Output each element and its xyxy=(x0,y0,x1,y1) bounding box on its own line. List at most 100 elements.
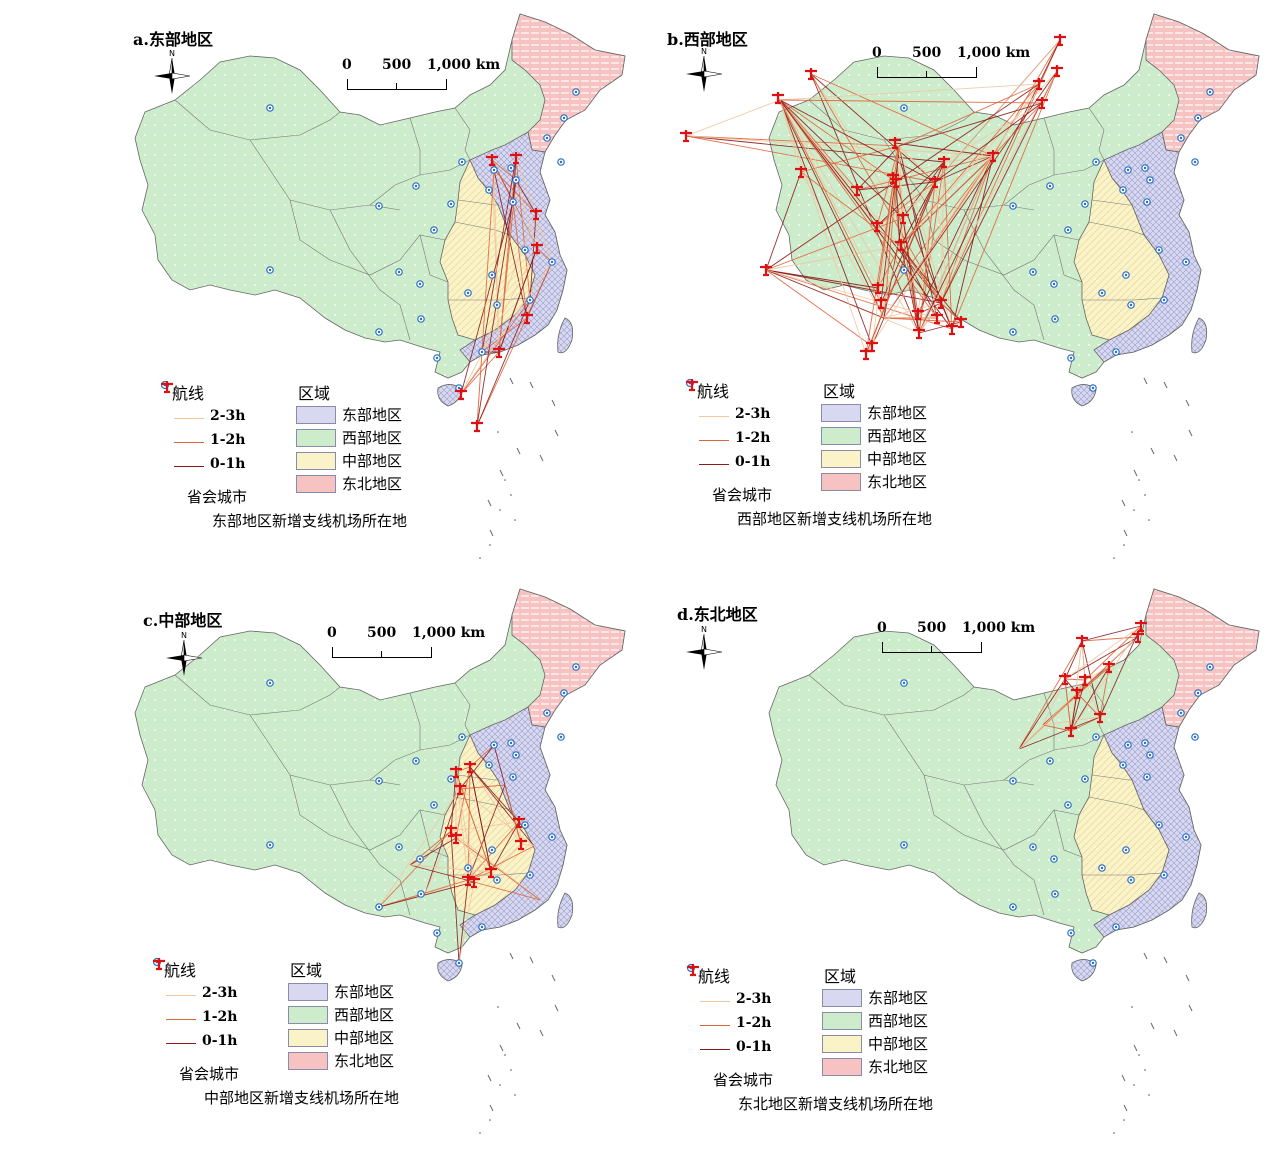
route-line xyxy=(1081,625,1142,642)
route-line xyxy=(943,102,1043,163)
route-line xyxy=(469,766,535,847)
region-taiwan xyxy=(557,317,574,354)
route-line xyxy=(1018,716,1101,750)
capital-city-icon xyxy=(1092,158,1100,166)
capital-city-icon xyxy=(526,296,534,304)
scale-label: 0 xyxy=(327,625,337,641)
capital-city-icon xyxy=(1146,751,1154,759)
north-arrow-icon: N xyxy=(686,47,723,92)
airport-icon xyxy=(450,766,462,779)
capital-city-icon xyxy=(447,775,455,783)
route-line xyxy=(779,99,873,347)
svg-text:N: N xyxy=(169,49,175,58)
capital-city-icon xyxy=(543,134,551,142)
capital-city-icon xyxy=(488,271,496,279)
capital-city-icon xyxy=(572,88,580,96)
capital-city-icon xyxy=(1122,271,1130,279)
capital-city-icon xyxy=(1191,733,1199,741)
route-line xyxy=(493,169,528,319)
capital-city-icon xyxy=(1141,739,1149,747)
capital-city-icon xyxy=(416,855,424,863)
route-line xyxy=(951,70,1058,330)
route-line xyxy=(450,830,460,964)
capital-city-icon xyxy=(1143,773,1151,781)
route-line xyxy=(455,771,469,881)
airport-icon xyxy=(851,184,863,197)
route-line xyxy=(520,843,535,847)
route-line xyxy=(459,744,495,790)
route-line xyxy=(877,245,901,289)
airport-icon xyxy=(454,783,466,796)
capital-city-icon xyxy=(1127,876,1135,884)
route-line xyxy=(900,181,936,246)
airport-icon xyxy=(872,282,884,295)
svg-text:N: N xyxy=(701,625,707,634)
region-northeast xyxy=(1145,588,1260,728)
airport-icon xyxy=(1135,620,1147,633)
airport-icon xyxy=(493,346,505,359)
scale-bar: 0 500 1,000 km xyxy=(342,57,505,97)
map-legend: 航线 区域 2-3h 1-2h 0-1h 东部地区 西部地区 中部地区 东北地区 省会城市 中部地区… xyxy=(152,957,482,1107)
route-line xyxy=(883,70,1058,319)
capital-city-icon xyxy=(512,176,520,184)
route-line xyxy=(450,771,457,832)
route-line xyxy=(481,213,537,353)
map-legend: 航线 区域 2-3h 1-2h 0-1h 东部地区 西部地区 中部地区 东北地区 省会城市 东北地区… xyxy=(686,963,1016,1113)
capital-city-icon xyxy=(1119,761,1127,769)
legend-airport-label: 东部地区新增支线机场所在地 xyxy=(212,512,408,530)
legend-capital-label: 省会城市 xyxy=(713,1071,774,1089)
region-taiwan xyxy=(1191,892,1208,929)
panel-title: d.东北地区 xyxy=(677,605,758,624)
capital-city-icon xyxy=(1046,757,1054,765)
capital-city-icon xyxy=(1160,296,1168,304)
route-line xyxy=(1081,640,1086,681)
capital-city-icon xyxy=(548,258,556,266)
airport-icon xyxy=(1103,661,1115,674)
panel-title: a.东部地区 xyxy=(133,30,213,49)
capital-city-icon xyxy=(1177,134,1185,142)
region-central xyxy=(439,159,536,341)
capital-city-icon xyxy=(433,929,441,937)
route-line xyxy=(902,161,945,219)
route-line xyxy=(876,145,900,227)
airport-icon xyxy=(938,156,950,169)
capital-city-icon xyxy=(507,739,515,747)
capital-city-icon xyxy=(1098,289,1106,297)
airport-icon xyxy=(871,220,883,233)
route-line xyxy=(1081,640,1101,718)
north-arrow-icon: N xyxy=(686,625,723,670)
route-line xyxy=(1070,625,1142,732)
route-line xyxy=(777,97,885,319)
route-line xyxy=(455,771,492,873)
route-line xyxy=(409,864,492,873)
capital-city-icon xyxy=(266,104,274,112)
route-line xyxy=(898,102,1043,147)
route-line xyxy=(1070,640,1083,732)
capital-city-icon xyxy=(395,268,403,276)
route-line xyxy=(450,821,520,832)
scale-bar: 0 500 1,000 km xyxy=(327,625,490,665)
airport-icon xyxy=(153,958,165,971)
route-line xyxy=(476,169,495,427)
route-line xyxy=(777,97,920,334)
region-northeast xyxy=(1145,13,1260,153)
route-line xyxy=(918,181,936,334)
airport-icon xyxy=(686,379,698,392)
scale-label: 0 xyxy=(342,57,352,73)
route-line xyxy=(469,766,492,873)
scale-label: 1,000 km xyxy=(412,625,486,641)
route-line xyxy=(918,70,1058,334)
route-line xyxy=(765,269,942,304)
route-line xyxy=(1099,625,1142,718)
route-line xyxy=(459,784,506,790)
route-line xyxy=(450,830,492,873)
airport-icon xyxy=(687,964,699,977)
legend-airport-label: 西部地区新增支线机场所在地 xyxy=(737,510,933,528)
legend-capital-label: 省会城市 xyxy=(179,1065,240,1083)
route-line xyxy=(469,766,520,823)
map-svg xyxy=(680,13,1260,559)
capital-city-icon xyxy=(493,876,501,884)
capital-city-icon xyxy=(1064,226,1072,234)
route-line xyxy=(476,299,531,427)
route-line xyxy=(902,217,920,334)
